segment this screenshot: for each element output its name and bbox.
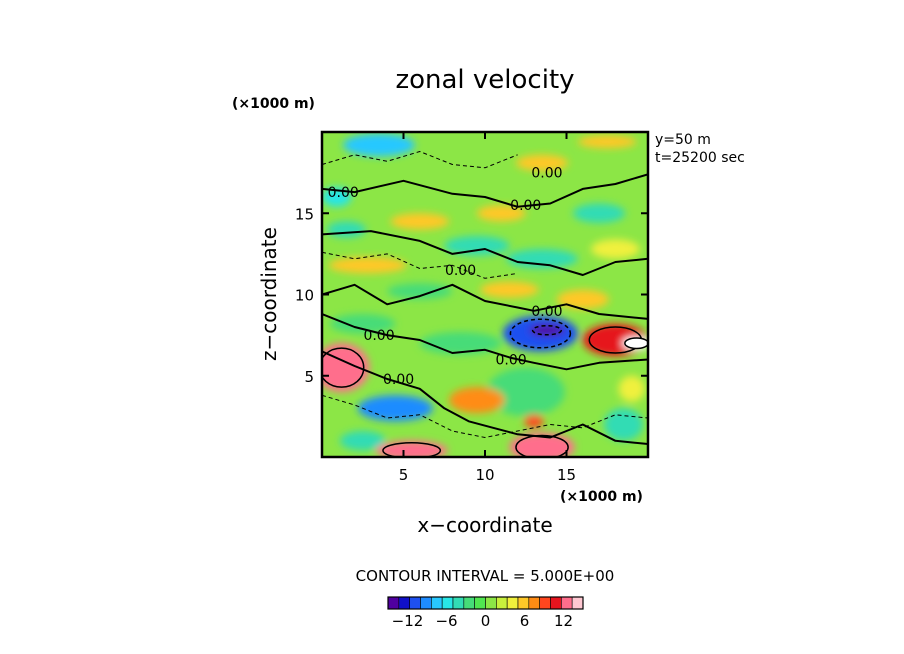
field-blob-23	[486, 367, 565, 417]
x-axis-label: x−coordinate	[417, 513, 552, 537]
vortex-contour-17	[509, 318, 572, 349]
x-axis-ticks: 5 10 15	[399, 132, 576, 484]
contour-line-4	[322, 350, 648, 445]
colorbar-tick-label-0: −12	[392, 612, 424, 630]
vortex-contour-28	[515, 434, 569, 457]
contour-line-2	[322, 283, 648, 320]
contour-label-3: 0.00	[445, 263, 476, 279]
x-tick-label-0: 5	[399, 466, 409, 484]
colorbar-frame	[387, 596, 584, 610]
field-blob-13	[387, 283, 453, 300]
contour-label-6: 0.00	[495, 353, 526, 369]
vortex-contour-22	[322, 347, 365, 388]
x-tick-label-2: 15	[557, 466, 576, 484]
colorbar-tick-label-1: −6	[435, 612, 457, 630]
field-blob-22	[322, 343, 370, 392]
vortex-contour-27	[382, 441, 442, 457]
colorbar-cell-13	[528, 596, 540, 610]
colorbar-cell-2	[409, 596, 421, 610]
y-tick-label-1: 10	[295, 287, 314, 305]
colorbar-cell-14	[539, 596, 551, 610]
info-line-y: y=50 m	[655, 132, 711, 148]
colorbar-tick-label-2: 0	[481, 612, 491, 630]
colorbar-cell-17	[571, 596, 584, 610]
field-blob-31	[618, 375, 645, 402]
field-blob-29	[524, 414, 544, 428]
colorbar-cell-0	[387, 596, 400, 610]
contour-line-3	[322, 313, 648, 371]
y-tick-label-0: 5	[304, 368, 314, 386]
contour-label-2: 0.00	[510, 198, 541, 214]
field-blob-25	[357, 395, 433, 422]
colorbar-cell-16	[561, 596, 573, 610]
colorbar-cell-5	[441, 596, 454, 610]
vortex-contour-18	[531, 324, 563, 336]
field-blob-12	[590, 239, 640, 259]
field-blob-3	[515, 154, 569, 171]
field-blob-14	[480, 281, 539, 298]
contour-label-1: 0.00	[328, 185, 359, 201]
contour-line-1	[322, 173, 648, 208]
field-blob-2	[322, 187, 352, 207]
contour-label-7: 0.00	[383, 372, 414, 388]
colorbar-cell-1	[398, 596, 410, 610]
contour-label-5: 0.00	[363, 328, 394, 344]
field-blob-5	[390, 213, 450, 230]
field-blob-10	[328, 257, 407, 274]
field-blob-6	[476, 205, 526, 222]
contour-labels: 0.00 0.00 0.00 0.00 0.00 0.00 0.00 0.00	[328, 166, 563, 388]
contour-line-6	[322, 251, 518, 279]
colorbar-cell-4	[431, 596, 443, 610]
colorbar-cell-3	[420, 596, 432, 610]
colorbar-cell-7	[463, 596, 475, 610]
contour-line-7	[322, 394, 648, 438]
colorbar-cell-15	[550, 596, 562, 610]
y-axis-label: z−coordinate	[257, 227, 281, 361]
field-blob-4	[577, 135, 637, 149]
info-line-t: t=25200 sec	[655, 150, 745, 166]
colorbar	[387, 596, 584, 610]
x-unit-label: (×1000 m)	[560, 489, 643, 505]
y-unit-label: (×1000 m)	[232, 96, 315, 112]
colorbar-tick-label-4: 12	[554, 612, 573, 630]
colorbar-cell-11	[506, 596, 519, 610]
colorbar-cell-8	[474, 596, 486, 610]
colorbar-cell-12	[517, 596, 530, 610]
field-blob-15	[556, 289, 609, 310]
y-tick-label-2: 15	[295, 205, 314, 223]
field-blob-9	[444, 236, 510, 256]
contour-line-5	[322, 151, 518, 169]
colorbar-cell-10	[496, 596, 508, 610]
field-blob-24	[449, 387, 505, 414]
field-blob-8	[326, 221, 367, 238]
contour-label-4: 0.00	[531, 304, 562, 320]
field-blob-7	[573, 203, 626, 223]
field-blob-16	[330, 314, 396, 334]
colorbar-cell-6	[452, 596, 465, 610]
y-axis-ticks: 5 10 15	[295, 205, 648, 386]
field-blob-1	[343, 133, 415, 157]
contour-interval-text: CONTOUR INTERVAL = 5.000E+00	[356, 567, 615, 585]
x-tick-label-1: 10	[475, 466, 494, 484]
contour-lines	[322, 151, 648, 457]
field-blob-30	[603, 408, 644, 441]
field-blob-26	[339, 431, 386, 451]
contour-line-0	[322, 230, 648, 276]
plot-area: 0.00 0.00 0.00 0.00 0.00 0.00 0.00 0.00	[322, 132, 648, 457]
contour-label-0: 0.00	[531, 166, 562, 182]
colorbar-cell-9	[485, 596, 497, 610]
vortex-contour-20	[624, 337, 648, 350]
colorbar-tick-labels: −12 −6 0 6 12	[392, 612, 573, 630]
field-blob-11	[506, 249, 578, 269]
colorbar-tick-label-3: 6	[520, 612, 530, 630]
chart-title: zonal velocity	[395, 65, 574, 95]
